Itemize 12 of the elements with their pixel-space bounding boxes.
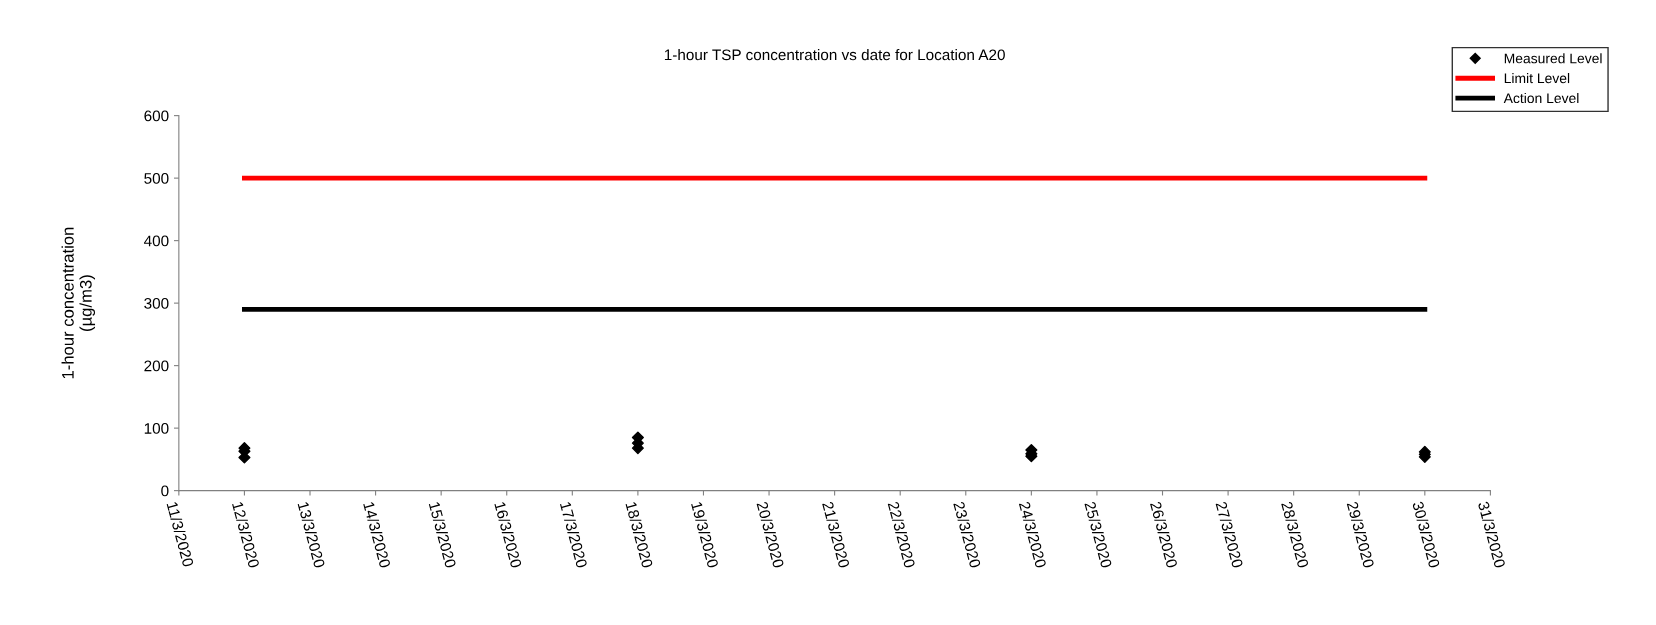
legend-label: Action Level <box>1503 92 1579 104</box>
y-tick-label: 200 <box>144 360 169 372</box>
y-tick-label: 600 <box>144 110 169 122</box>
y-tick-label: 400 <box>143 235 169 247</box>
chart-title: 1-hour TSP concentration vs date for Location A20 <box>664 49 1005 61</box>
y-tick-label: 500 <box>144 172 169 184</box>
y-tick-label: 300 <box>144 297 169 309</box>
y-tick-label: 0 <box>161 485 169 497</box>
y-axis-title: 1-hour concentration (µg/m3) <box>61 227 96 379</box>
legend-label: Measured Level <box>1504 53 1602 64</box>
legend-label: Limit Level <box>1504 73 1570 84</box>
y-tick-label: 100 <box>144 422 169 434</box>
